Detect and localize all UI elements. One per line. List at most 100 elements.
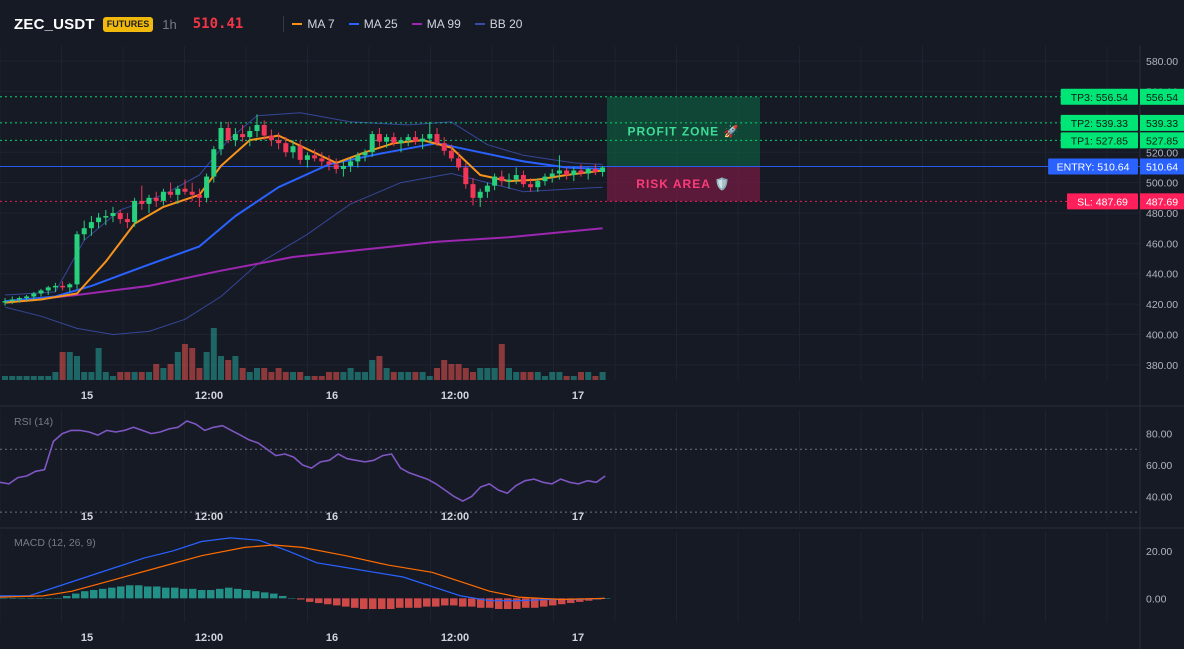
volume-bar [520,372,527,380]
macd-histogram-bar [36,598,44,599]
volume-bar [45,376,52,380]
candle-body [506,179,512,182]
macd-histogram-bar [297,598,305,600]
axis-tag-sl [1140,193,1184,210]
macd-histogram-bar [135,585,143,599]
volume-bar [426,376,433,380]
legend-bb20[interactable]: BB 20 [474,17,523,31]
volume-bar [484,368,491,380]
volume-bar [282,372,289,380]
rsi-axis-tick: 60.00 [1146,460,1172,472]
volume-bar [462,368,469,380]
volume-bar [131,372,138,380]
macd-histogram-bar [306,598,314,602]
macd-histogram-bar [279,595,287,599]
candle-body [585,168,591,174]
macd-histogram-bar [333,598,341,606]
volume-bar [498,344,505,380]
candle-body [211,149,217,177]
candle-body [9,299,15,302]
axis-tag-tp1 [1140,132,1184,149]
time-axis-tick: 12:00 [195,390,223,402]
macd-histogram-bar [54,598,62,599]
candle-body [52,285,58,288]
candle-body [520,175,526,185]
volume-bar [203,352,210,380]
candle-body [247,131,253,138]
volume-bar [275,368,282,380]
volume-bar [290,372,296,380]
level-tag-entry [1048,158,1138,175]
volume-bar [549,372,556,380]
macd-histogram-bar [504,598,512,609]
volume-bar [167,364,174,380]
candle-body [160,191,166,201]
macd-histogram-bar [216,588,224,599]
candle-body [225,127,231,141]
legend-ma99[interactable]: MA 99 [411,17,461,31]
macd-histogram-bar [108,587,116,599]
candle-body [333,164,339,169]
header-divider [283,16,285,32]
timeframe-label[interactable]: 1h [162,16,177,32]
last-price: 510.41 [192,16,244,32]
candle-body [463,167,469,185]
volume-bar [261,368,268,380]
legend-ma25[interactable]: MA 25 [348,17,398,31]
axis-label-tp2: 539.33 [1146,118,1178,130]
macd-time-tick: 15 [81,632,93,644]
volume-bar [470,372,476,380]
candle-body [297,146,303,160]
macd-histogram-bar [63,595,71,599]
volume-bar [542,376,548,380]
price-axis-tick: 460.00 [1146,238,1178,250]
macd-histogram-bar [252,591,260,599]
rsi-line [0,420,606,502]
symbol-name[interactable]: ZEC_USDT [14,15,95,33]
volume-bar [513,372,520,380]
volume-bar [23,376,30,380]
candle-body [564,170,570,176]
volume-bar [2,376,8,380]
macd-time-tick: 12:00 [195,632,223,644]
volume-bar [369,360,376,380]
candle-body [261,124,267,136]
volume-bar [534,372,541,380]
candle-body [276,140,282,144]
volume-bar [412,372,419,380]
candle-body [60,285,66,288]
volume-bar [146,372,152,380]
legend-ma7-swatch [292,23,303,25]
legend-bb20-swatch [474,23,485,25]
volume-bar [304,376,311,380]
candle-body [81,228,87,235]
candle-body [326,161,332,165]
candle-body [477,191,483,198]
rsi-time-tick: 12:00 [195,511,223,523]
grid-group [0,46,1140,622]
macd-histogram-bar [225,587,233,599]
macd-histogram-bar [441,598,449,606]
candle-body [196,194,202,198]
legend-ma7[interactable]: MA 7 [292,17,335,31]
macd-histogram-bar [72,593,80,599]
candle-body [182,188,188,192]
legend-ma25-swatch [348,23,359,25]
risk-area [607,166,760,202]
candle-body [535,181,541,188]
macd-histogram-bar [513,598,521,609]
volume-bar [182,344,188,380]
volume-bar [578,372,584,380]
candle-body [420,138,426,142]
candle-body [175,188,181,195]
macd-histogram-bar [81,591,89,599]
macd-histogram-bar [153,586,161,599]
candle-body [427,134,433,139]
legend-bb20-label: BB 20 [489,17,523,31]
level-label-sl: SL: 487.69 [1077,196,1128,208]
volume-bar [311,376,318,380]
volume-bar [455,364,462,380]
candle-body [304,155,310,160]
macd-histogram-bar [378,598,386,609]
